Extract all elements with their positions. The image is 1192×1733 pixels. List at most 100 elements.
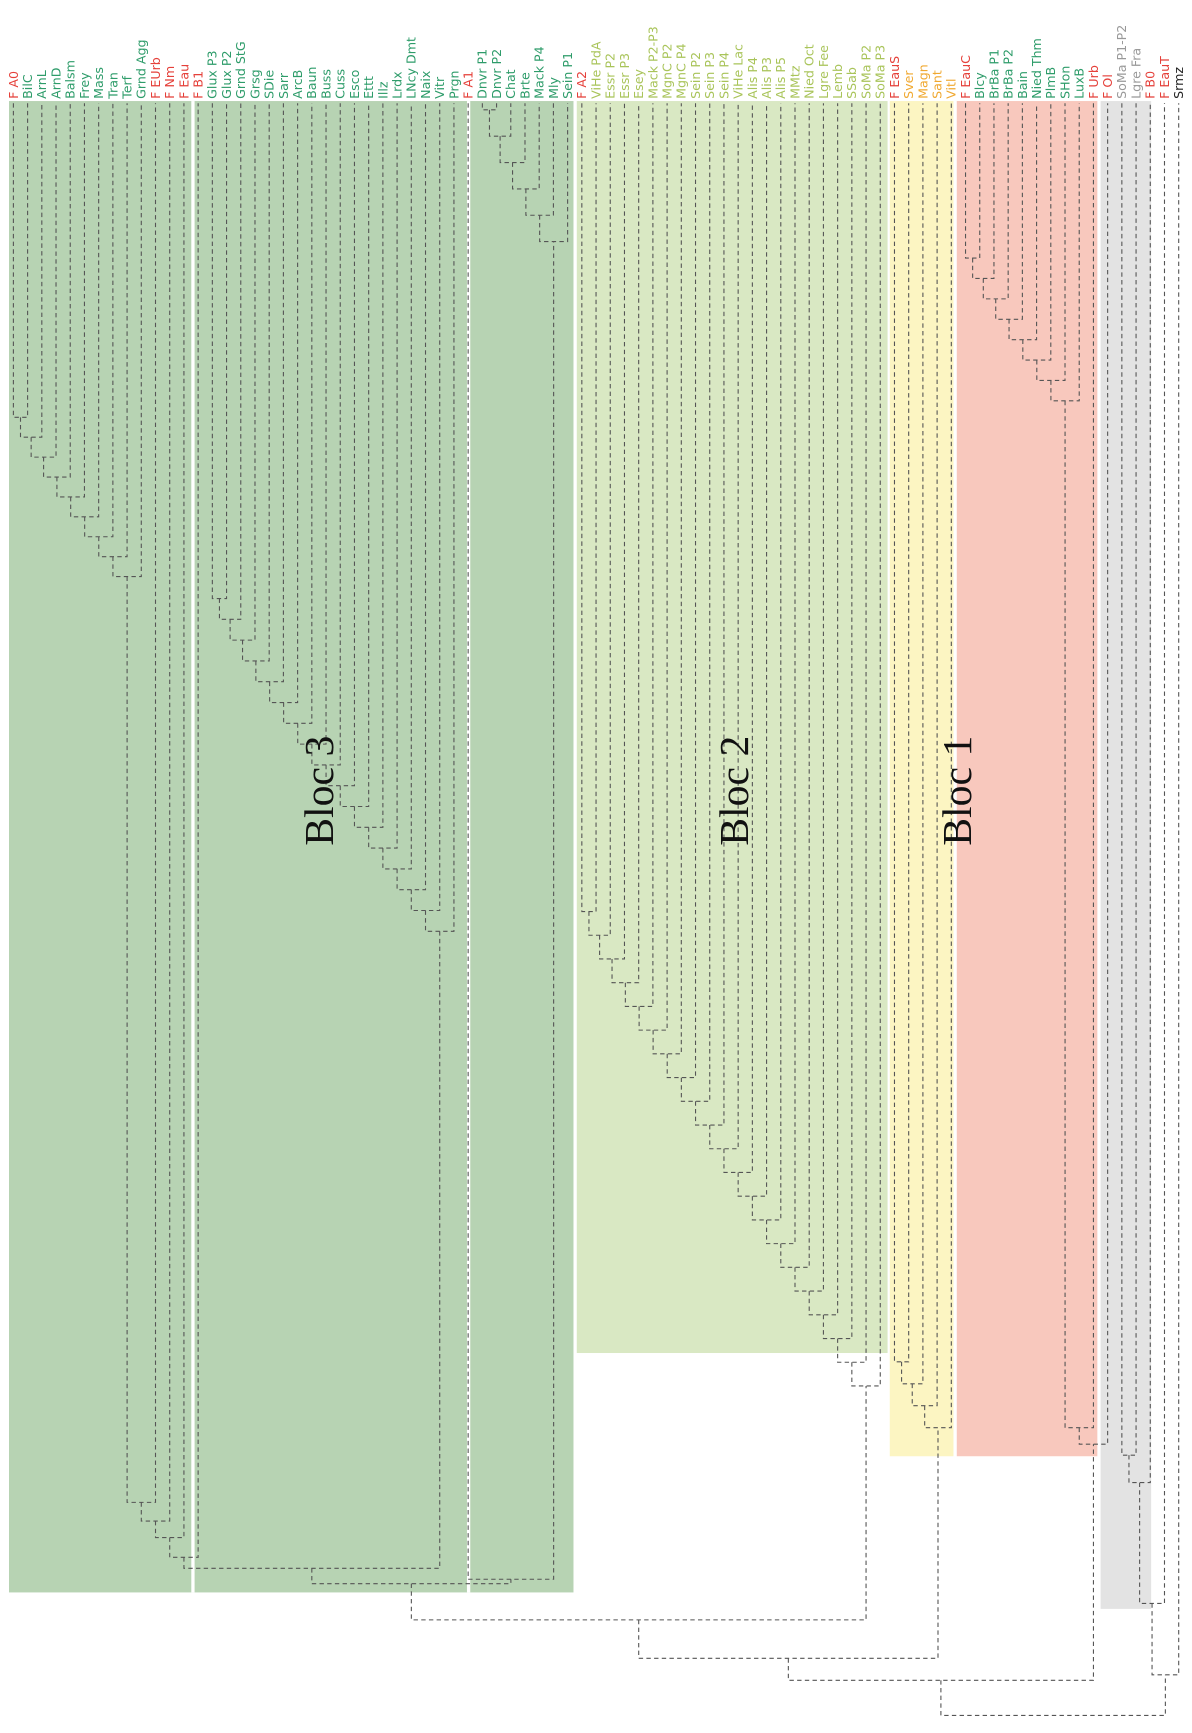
branch (652, 103, 682, 1055)
branch (766, 103, 796, 1245)
branch (787, 1444, 1094, 1681)
branch (964, 103, 981, 259)
branch (1078, 103, 1109, 1445)
leaf-label: Grsg (247, 69, 262, 99)
leaf-label: SSab (844, 67, 859, 99)
grey-area (1100, 101, 1152, 1609)
leaf-label: Sver (901, 70, 916, 99)
branch (995, 103, 1023, 320)
branch (1022, 103, 1052, 361)
leaf-label: Glux P2 (219, 50, 234, 98)
branch (924, 103, 952, 1429)
branch (851, 103, 881, 1387)
leaf-label: SoMa P3 (873, 45, 888, 99)
leaf-label: Ettt (361, 76, 376, 99)
branch (154, 103, 185, 1539)
leaf-label: BrBa P1 (986, 49, 1001, 99)
leaf-label: Sein P2 (688, 52, 703, 99)
leaf-label: F EUrb (148, 57, 163, 99)
leaf-label: Nied Oct (802, 44, 817, 99)
leaf-label: Chat (503, 69, 518, 99)
branch (822, 103, 853, 1340)
branch (837, 103, 867, 1363)
branch (751, 103, 782, 1221)
separator (466, 101, 471, 1593)
branch (19, 103, 43, 438)
branch (893, 103, 910, 1363)
block-label: Bloc 2 (712, 736, 758, 846)
branch (624, 103, 654, 1007)
leaf-label: Esey (631, 69, 646, 99)
leaf-label: ViHe PdA (588, 41, 603, 99)
leaf-label: Sant (930, 70, 945, 99)
branch (1151, 103, 1180, 1676)
leaf-label: F A1 (461, 71, 476, 99)
leaf-label: Tran (105, 72, 120, 100)
leaf-label: Sarr (276, 72, 291, 99)
leaf-label: Grnd StG (233, 41, 248, 98)
leaf-label: SDie (262, 70, 277, 99)
leaf-label: PlmB (1043, 67, 1058, 99)
leaf-label: Blcy (972, 72, 987, 99)
leaf-label: Essr P2 (603, 53, 618, 99)
branch (611, 103, 640, 984)
leaf-label: F A2 (574, 71, 589, 99)
leaf-label: Alis P4 (745, 57, 760, 99)
leaf-label: Lgre Fra (1128, 48, 1143, 99)
branch (599, 103, 626, 960)
leaf-label: ArcB (290, 70, 305, 99)
leaf-label: Baun (304, 66, 319, 98)
leaf-label: Nied Thm (1029, 38, 1044, 99)
leaf-label: Prgn (446, 70, 461, 98)
leaf-label: F B1 (191, 71, 206, 99)
leaf-label: Mass (91, 67, 106, 99)
leaf-label: Vitl (944, 79, 959, 99)
branch (940, 1674, 1166, 1716)
branch (638, 103, 668, 1031)
branch (694, 103, 725, 1126)
branch (972, 103, 995, 280)
bloc-1-red-area (956, 101, 1098, 1457)
leaf-label: Lemb (830, 64, 845, 99)
leaf-label: Grnd Agg (134, 39, 149, 98)
leaf-label: BrBa P2 (1001, 49, 1016, 99)
branch (680, 103, 711, 1102)
branch (1128, 103, 1151, 1484)
leaf-label: ArnL (34, 70, 49, 99)
leaf-label: Glux P3 (205, 50, 220, 98)
leaf-label: MgnC P2 (659, 44, 674, 99)
leaf-label: Alis P5 (773, 57, 788, 99)
leaf-label: Terf (119, 75, 134, 99)
leaf-label: LNcy Dmt (404, 37, 419, 99)
branch (780, 103, 810, 1268)
leaf-label: F Urb (1086, 65, 1101, 99)
leaf-label: Mly (546, 76, 561, 98)
branch (737, 103, 768, 1197)
leaf-label: Lrdx (389, 71, 404, 99)
leaf-label: Lgre Fee (816, 45, 831, 99)
branch (12, 103, 29, 418)
leaf-label: Vitr (432, 76, 447, 99)
leaf-labels: F A0 BilC ArnL ArnD Balsm Frey Mass Tran Terf Grn… (6, 25, 1186, 100)
leaf-label: F Eau (176, 64, 191, 99)
leaf-label: F EauT (1157, 56, 1172, 99)
bloc-1-area (889, 101, 954, 1457)
leaf-label: F Nm (162, 66, 177, 99)
leaf-label: Esco (347, 69, 362, 98)
leaf-label: Sein P4 (716, 52, 731, 99)
leaf-label: Frey (77, 72, 92, 99)
leaf-label: Bain (1015, 71, 1030, 99)
leaf-label: Brte (517, 72, 532, 99)
leaf-label: Mack P4 (532, 46, 547, 98)
leaf-label: Cuss (333, 69, 348, 99)
branch (481, 103, 498, 111)
leaf-label: Dnvr P1 (475, 49, 490, 99)
leaf-label: Sein P1 (560, 52, 575, 99)
separator (191, 101, 195, 1593)
leaf-label: Dnvr P2 (489, 49, 504, 99)
leaf-label: SHon (1057, 66, 1072, 99)
leaf-label: F B0 (1143, 71, 1158, 99)
branch (638, 1427, 939, 1659)
leaf-label: Buss (318, 69, 333, 99)
